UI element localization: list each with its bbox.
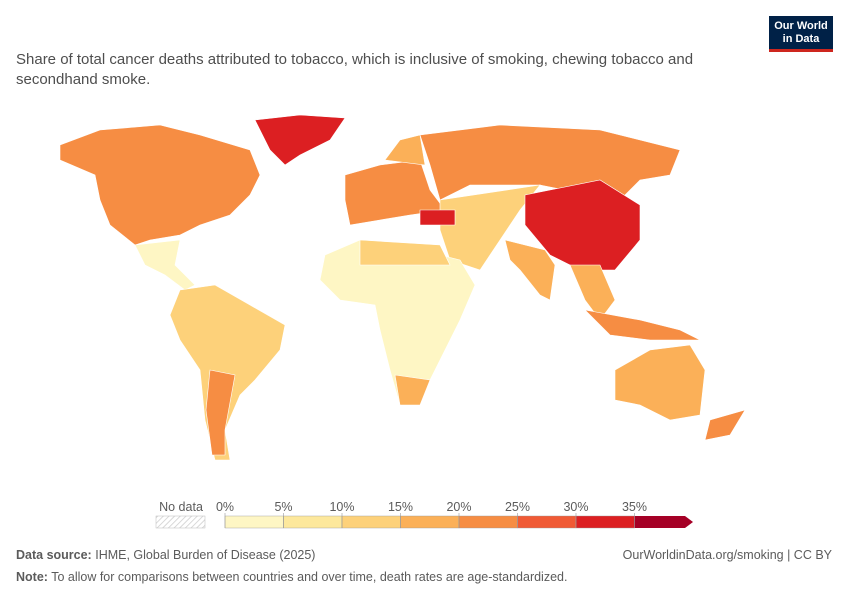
legend-bin	[341, 515, 401, 529]
legend-tick-label: 30%	[563, 500, 588, 514]
legend-bin	[400, 515, 460, 529]
legend-tick-label: 10%	[329, 500, 354, 514]
legend-bin	[224, 515, 284, 529]
legend: 0% 5% 10% 15% 20% 25% 30% 35%	[216, 500, 693, 529]
north-america[interactable]	[59, 124, 261, 246]
legend-bin	[458, 515, 518, 529]
source-text: IHME, Global Burden of Disease (2025)	[95, 548, 316, 562]
note: Note: To allow for comparisons between c…	[16, 570, 567, 584]
argentina[interactable]	[205, 369, 236, 456]
legend-bin	[575, 515, 635, 529]
legend-tick-label: 15%	[388, 500, 413, 514]
legend-tick-label: 5%	[274, 500, 292, 514]
southeast-asia[interactable]	[569, 264, 616, 321]
note-label: Note:	[16, 570, 48, 584]
legend-bin	[634, 516, 693, 528]
source-label: Data source:	[16, 548, 92, 562]
legend-bin	[283, 515, 343, 529]
legend-tick-label: 20%	[446, 500, 471, 514]
turkey[interactable]	[419, 209, 456, 226]
south-africa[interactable]	[394, 374, 431, 406]
legend-tick-label: 25%	[505, 500, 530, 514]
scandinavia[interactable]	[384, 134, 426, 166]
new-zealand[interactable]	[704, 409, 746, 441]
title: Share of total cancer deaths attributed …	[16, 51, 694, 88]
legend-tick-label: 35%	[622, 500, 647, 514]
greenland[interactable]	[254, 114, 346, 166]
source: Data source: IHME, Global Burden of Dise…	[16, 548, 315, 562]
link[interactable]: OurWorldinData.org/smoking | CC BY	[622, 548, 832, 562]
no-data-swatch	[155, 515, 206, 529]
world-map	[59, 114, 746, 461]
note-text: To allow for comparisons between countri…	[51, 570, 568, 584]
indonesia[interactable]	[584, 309, 701, 341]
logo-line: in Data	[782, 33, 820, 45]
india[interactable]	[504, 239, 556, 301]
russia[interactable]	[419, 124, 681, 201]
middle-east[interactable]	[439, 184, 541, 271]
logo[interactable]: Our World in Data	[769, 16, 833, 52]
south-america[interactable]	[169, 284, 286, 461]
north-africa[interactable]	[359, 239, 451, 266]
no-data-label: No data	[159, 500, 203, 514]
logo-line: Our World	[774, 20, 828, 32]
legend-bin	[517, 515, 577, 529]
australia[interactable]	[614, 344, 706, 421]
central-america[interactable]	[134, 239, 196, 291]
legend-tick-label: 0%	[216, 500, 234, 514]
china[interactable]	[524, 179, 641, 271]
